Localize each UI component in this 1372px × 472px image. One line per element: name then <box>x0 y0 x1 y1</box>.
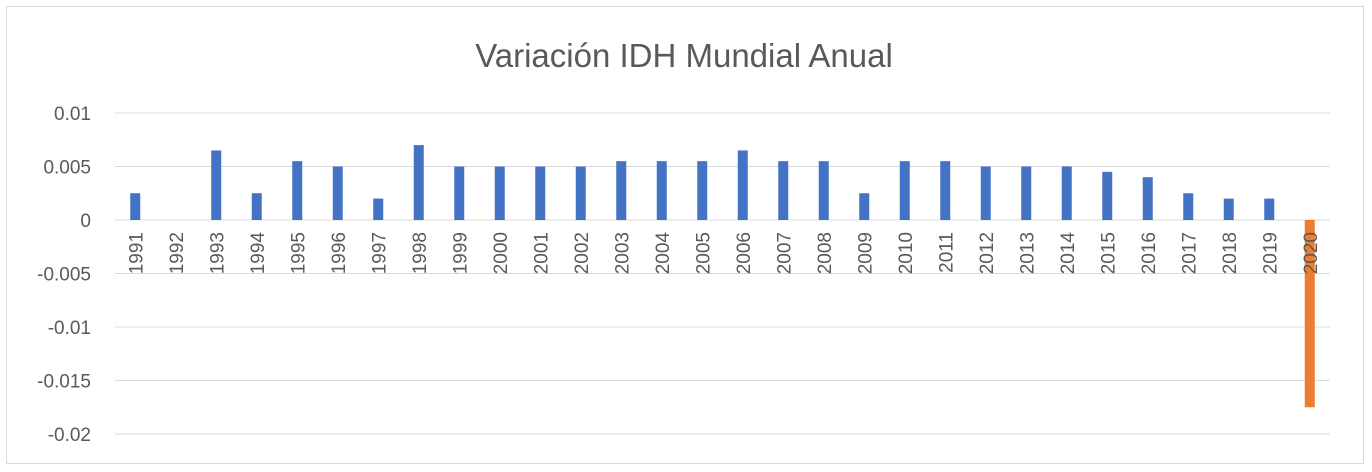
x-tick-label: 2013 <box>1017 232 1038 274</box>
x-tick-label: 1999 <box>450 232 471 274</box>
bar-2010 <box>899 161 910 220</box>
x-tick-label: 2006 <box>734 232 755 274</box>
y-tick-label: 0 <box>80 211 91 232</box>
x-tick-label: 2012 <box>977 232 998 274</box>
bar-2018 <box>1223 198 1234 220</box>
x-tick-label: 1998 <box>410 232 431 274</box>
bar-2003 <box>616 161 627 220</box>
bar-2008 <box>818 161 829 220</box>
x-tick-label: 2003 <box>612 232 633 274</box>
bar-1997 <box>373 198 384 220</box>
bar-1995 <box>292 161 303 220</box>
y-tick-label: 0.01 <box>54 104 91 125</box>
y-tick-label: 0.005 <box>43 158 91 179</box>
bar-2016 <box>1142 177 1153 220</box>
bar-1993 <box>211 150 222 220</box>
bar-2007 <box>778 161 789 220</box>
bar-2006 <box>737 150 748 220</box>
x-tick-label: 2016 <box>1139 232 1160 274</box>
x-tick-label: 2009 <box>855 232 876 274</box>
bar-2004 <box>656 161 667 220</box>
x-tick-label: 1992 <box>167 232 188 274</box>
bar-1994 <box>251 193 262 220</box>
x-tick-label: 1991 <box>126 232 147 274</box>
y-tick-label: -0.01 <box>48 318 91 339</box>
x-tick-label: 2004 <box>653 232 674 275</box>
x-tick-label: 2017 <box>1179 232 1200 274</box>
y-axis-ticks: 0.01 0.005 0 -0.005 -0.01 -0.015 -0.02 <box>37 104 91 446</box>
x-tick-label: 1994 <box>248 232 269 275</box>
x-tick-label: 2014 <box>1058 232 1079 275</box>
bar-2005 <box>697 161 708 220</box>
bar-2011 <box>940 161 951 220</box>
bar-2002 <box>575 166 586 220</box>
x-tick-label: 2005 <box>693 232 714 274</box>
bar-2015 <box>1102 171 1113 220</box>
bar-2013 <box>1021 166 1032 220</box>
chart-title: Variación IDH Mundial Anual <box>475 37 893 74</box>
bars <box>130 145 1315 408</box>
x-tick-label: 2008 <box>815 232 836 274</box>
y-tick-label: -0.02 <box>48 425 91 446</box>
bar-2000 <box>494 166 505 220</box>
bar-2001 <box>535 166 546 220</box>
bar-1999 <box>454 166 465 220</box>
x-tick-label: 1996 <box>329 232 350 274</box>
bar-2009 <box>859 193 870 220</box>
gridlines <box>115 112 1330 435</box>
x-tick-label: 1993 <box>207 232 228 274</box>
x-tick-label: 2011 <box>936 232 957 273</box>
bar-2014 <box>1061 166 1072 220</box>
x-tick-label: 2018 <box>1220 232 1241 274</box>
x-axis-ticks: 1991 1992 1993 1994 1995 1996 1997 1998 1999 2000… <box>126 232 1322 275</box>
x-tick-label: 2019 <box>1260 232 1281 274</box>
x-tick-label: 2000 <box>491 232 512 274</box>
x-tick-label: 2002 <box>572 232 593 274</box>
x-tick-label: 2007 <box>774 232 795 274</box>
x-tick-label: 2010 <box>896 232 917 274</box>
bar-1996 <box>332 166 343 220</box>
x-tick-label: 1995 <box>288 232 309 274</box>
bar-2019 <box>1264 198 1275 220</box>
y-tick-label: -0.005 <box>37 265 91 286</box>
bar-2017 <box>1183 193 1194 220</box>
bar-2020 <box>1304 220 1315 408</box>
x-tick-label: 2001 <box>531 232 552 274</box>
chart-frame <box>6 6 1364 464</box>
x-tick-label: 2015 <box>1098 232 1119 274</box>
bar-1991 <box>130 193 141 220</box>
y-tick-label: -0.015 <box>37 372 91 393</box>
x-tick-label: 2020 <box>1301 232 1322 274</box>
bar-1998 <box>413 145 424 220</box>
bar-2012 <box>980 166 991 220</box>
x-tick-label: 1997 <box>369 232 390 274</box>
